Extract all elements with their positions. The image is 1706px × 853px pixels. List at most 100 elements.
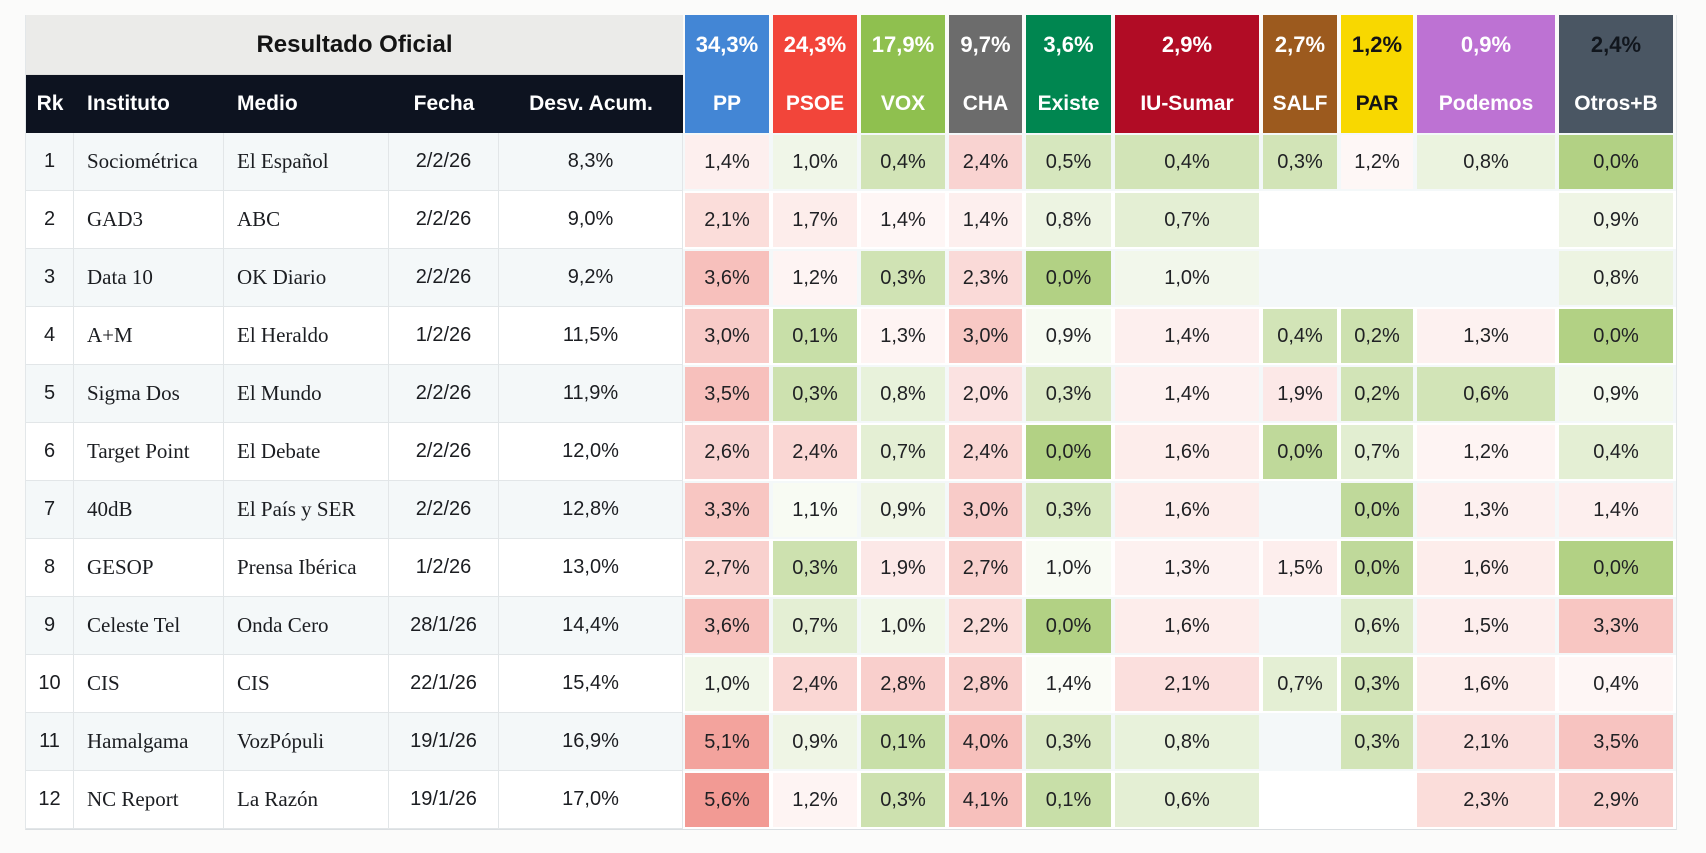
deviation-value-existe: 0,3%: [1026, 367, 1111, 421]
deviation-cell-iu-sumar: 0,7%: [1113, 191, 1261, 249]
deviation-value-cha: 2,4%: [949, 425, 1022, 479]
deviation-value-vox: 1,4%: [861, 193, 945, 247]
deviation-value-iu-sumar: 0,4%: [1115, 135, 1259, 189]
official-results-label: Resultado Oficial: [26, 15, 683, 75]
deviation-value-existe: 1,0%: [1026, 541, 1111, 595]
cell-medio: VozPópuli: [224, 713, 389, 771]
deviation-value-podemos: 2,3%: [1417, 773, 1555, 827]
deviation-value-pp: 3,6%: [685, 599, 769, 653]
deviation-value-par: 0,0%: [1341, 483, 1413, 537]
deviation-value-psoe: 1,7%: [773, 193, 857, 247]
deviation-cell-cha: 4,1%: [947, 771, 1024, 829]
cell-instituto: CIS: [74, 655, 224, 713]
official-pct-otros-b: 2,4%: [1559, 15, 1673, 75]
deviation-value-existe: 0,3%: [1026, 483, 1111, 537]
col-header-otros-b: Otros+B: [1559, 75, 1673, 133]
deviation-value-psoe: 1,1%: [773, 483, 857, 537]
deviation-cell-podemos: 2,1%: [1415, 713, 1557, 771]
official-pct-cha: 9,7%: [949, 15, 1022, 75]
deviation-cell-existe: 1,4%: [1024, 655, 1113, 713]
deviation-value-podemos: 1,5%: [1417, 599, 1555, 653]
cell-instituto: 40dB: [74, 481, 224, 539]
cell-fecha: 2/2/26: [389, 423, 499, 481]
deviation-value-iu-sumar: 1,3%: [1115, 541, 1259, 595]
deviation-cell-par: 0,0%: [1339, 539, 1415, 597]
deviation-value-iu-sumar: 0,6%: [1115, 773, 1259, 827]
deviation-cell-otros-b: 0,0%: [1557, 133, 1675, 191]
cell-desviacion-acumulada: 14,4%: [499, 597, 683, 655]
polling-deviation-table: Resultado Oficial 34,3% 24,3% 17,9% 9,7% 3,6…: [25, 15, 1677, 830]
deviation-cell-salf: [1261, 481, 1339, 539]
deviation-cell-pp: 1,4%: [683, 133, 771, 191]
deviation-value-par: [1341, 251, 1413, 305]
cell-fecha: 2/2/26: [389, 481, 499, 539]
deviation-cell-podemos: 1,5%: [1415, 597, 1557, 655]
deviation-value-par: 0,2%: [1341, 309, 1413, 363]
cell-medio: La Razón: [224, 771, 389, 829]
cell-fecha: 2/2/26: [389, 133, 499, 191]
deviation-cell-pp: 3,6%: [683, 597, 771, 655]
col-header-instituto: Instituto: [74, 75, 224, 133]
table-row: 6 Target Point El Debate 2/2/26 12,0% 2,6% 2,4…: [26, 423, 1676, 481]
deviation-value-salf: [1263, 193, 1337, 247]
deviation-cell-otros-b: 0,4%: [1557, 655, 1675, 713]
official-pct-par: 1,2%: [1341, 15, 1413, 75]
deviation-cell-par: 0,0%: [1339, 481, 1415, 539]
deviation-cell-otros-b: 0,0%: [1557, 307, 1675, 365]
deviation-value-vox: 0,3%: [861, 773, 945, 827]
deviation-value-salf: [1263, 773, 1337, 827]
cell-instituto: GESOP: [74, 539, 224, 597]
cell-rank: 9: [26, 597, 74, 655]
official-pct-cell-existe: 3,6%: [1024, 15, 1113, 75]
deviation-cell-psoe: 0,3%: [771, 365, 859, 423]
deviation-value-existe: 0,1%: [1026, 773, 1111, 827]
cell-fecha: 2/2/26: [389, 191, 499, 249]
deviation-cell-podemos: 1,3%: [1415, 307, 1557, 365]
cell-medio: OK Diario: [224, 249, 389, 307]
deviation-value-pp: 5,6%: [685, 773, 769, 827]
cell-instituto: Sigma Dos: [74, 365, 224, 423]
cell-medio: CIS: [224, 655, 389, 713]
deviation-cell-iu-sumar: 1,0%: [1113, 249, 1261, 307]
table-row: 9 Celeste Tel Onda Cero 28/1/26 14,4% 3,6% 0,7…: [26, 597, 1676, 655]
deviation-cell-salf: 0,0%: [1261, 423, 1339, 481]
cell-medio: ABC: [224, 191, 389, 249]
deviation-value-par: [1341, 193, 1413, 247]
deviation-cell-pp: 3,0%: [683, 307, 771, 365]
deviation-value-existe: 0,0%: [1026, 425, 1111, 479]
col-header-par: PAR: [1341, 75, 1413, 133]
col-header-cell-cha: CHA: [947, 75, 1024, 133]
deviation-cell-par: 0,2%: [1339, 365, 1415, 423]
col-header-cell-iu-sumar: IU-Sumar: [1113, 75, 1261, 133]
deviation-cell-existe: 0,0%: [1024, 597, 1113, 655]
table-row: 5 Sigma Dos El Mundo 2/2/26 11,9% 3,5% 0,3% 0,8…: [26, 365, 1676, 423]
cell-desviacion-acumulada: 11,9%: [499, 365, 683, 423]
cell-desviacion-acumulada: 9,0%: [499, 191, 683, 249]
cell-fecha: 22/1/26: [389, 655, 499, 713]
table-row: 8 GESOP Prensa Ibérica 1/2/26 13,0% 2,7% 0,3% 1…: [26, 539, 1676, 597]
deviation-cell-existe: 0,0%: [1024, 249, 1113, 307]
deviation-value-cha: 3,0%: [949, 309, 1022, 363]
deviation-value-cha: 2,8%: [949, 657, 1022, 711]
deviation-cell-podemos: 1,2%: [1415, 423, 1557, 481]
cell-desviacion-acumulada: 9,2%: [499, 249, 683, 307]
deviation-cell-psoe: 1,1%: [771, 481, 859, 539]
deviation-cell-existe: 0,1%: [1024, 771, 1113, 829]
cell-instituto: Data 10: [74, 249, 224, 307]
deviation-value-salf: [1263, 715, 1337, 769]
deviation-cell-podemos: [1415, 249, 1557, 307]
deviation-cell-cha: 2,2%: [947, 597, 1024, 655]
deviation-value-iu-sumar: 0,7%: [1115, 193, 1259, 247]
deviation-value-pp: 2,1%: [685, 193, 769, 247]
col-header-cell-pp: PP: [683, 75, 771, 133]
deviation-value-podemos: [1417, 251, 1555, 305]
cell-fecha: 1/2/26: [389, 539, 499, 597]
deviation-cell-salf: [1261, 249, 1339, 307]
deviation-value-podemos: 2,1%: [1417, 715, 1555, 769]
deviation-cell-psoe: 0,1%: [771, 307, 859, 365]
deviation-cell-vox: 0,9%: [859, 481, 947, 539]
deviation-cell-cha: 2,4%: [947, 423, 1024, 481]
deviation-cell-vox: 0,8%: [859, 365, 947, 423]
deviation-cell-salf: 0,3%: [1261, 133, 1339, 191]
official-pct-iu-sumar: 2,9%: [1115, 15, 1259, 75]
